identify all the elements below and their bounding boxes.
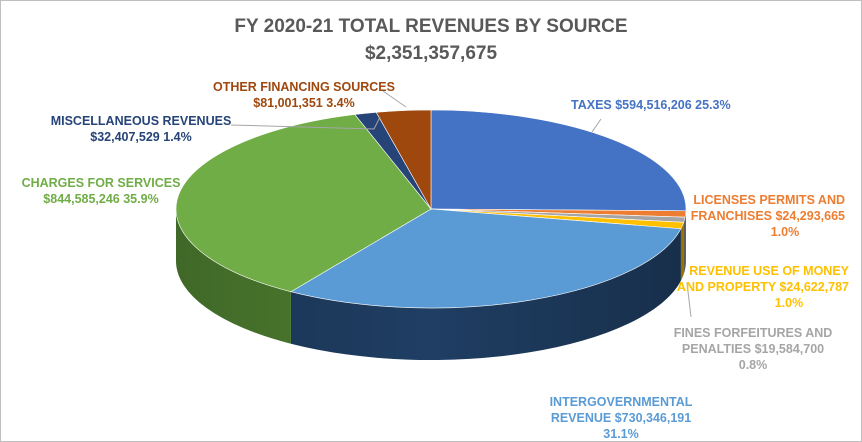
data-label-miscellaneous-revenues: MISCELLANEOUS REVENUES $32,407,529 1.4% (51, 114, 232, 144)
data-label-line: LICENSES PERMITS AND (693, 193, 845, 207)
chart-subtitle: $2,351,357,675 (365, 43, 498, 64)
leader-line-taxes (591, 118, 602, 133)
data-label-revenue-use-of-money: REVENUE USE OF MONEY AND PROPERTY $24,622… (677, 264, 850, 310)
data-label-line: INTERGOVERNMENTAL (550, 395, 693, 409)
pie-sides (176, 209, 686, 360)
chart-title: FY 2020-21 TOTAL REVENUES BY SOURCE (234, 16, 627, 37)
data-label-intergovernmental: INTERGOVERNMENTAL REVENUE $730,346,191 31.… (550, 395, 693, 441)
data-label-fines-forfeitures-and: FINES FORFEITURES AND PENALTIES $19,584,7… (674, 326, 833, 372)
leader-line-other-financing-sources (382, 90, 407, 108)
pie-slice-charges-for-services (175, 114, 432, 293)
data-label-licenses-permits-and: LICENSES PERMITS AND FRANCHISES $24,293,6… (691, 193, 845, 239)
data-label-line: 1.0% (775, 296, 804, 310)
pie-side-shading (176, 209, 686, 360)
data-label-line: MISCELLANEOUS REVENUES (51, 114, 232, 128)
data-label-line: REVENUE $730,346,191 (551, 411, 691, 425)
data-label-line: 0.8% (739, 358, 768, 372)
pie-slice-intergovernmental (290, 208, 682, 309)
data-label-line: CHARGES FOR SERVICES (22, 176, 181, 190)
data-label-line: $81,001,351 3.4% (253, 96, 354, 110)
leader-line-miscellaneous-revenues (230, 116, 381, 130)
data-label-line: FRANCHISES $24,293,665 (691, 209, 845, 223)
pie-slice-taxes (430, 109, 687, 212)
pie-slice-other-financing-sources (375, 109, 432, 211)
leader-line-fines-forfeitures-and (686, 282, 692, 318)
data-label-line: 31.1% (603, 427, 638, 441)
data-label-line: PENALTIES $19,584,700 (682, 342, 824, 356)
data-label-line: FINES FORFEITURES AND (674, 326, 833, 340)
data-label-line: OTHER FINANCING SOURCES (213, 80, 395, 94)
data-label-taxes: TAXES $594,516,206 25.3% (571, 98, 731, 112)
leader-lines (230, 90, 692, 318)
data-label-line: TAXES $594,516,206 25.3% (571, 98, 731, 112)
data-label-charges-for-services: CHARGES FOR SERVICES $844,585,246 35.9% (22, 176, 181, 206)
data-labels: TAXES $594,516,206 25.3% LICENSES PERMITS… (22, 80, 850, 441)
data-label-line: REVENUE USE OF MONEY (689, 264, 849, 278)
data-label-line: AND PROPERTY $24,622,787 (677, 280, 849, 294)
pie-tops (175, 109, 687, 309)
data-label-line: $32,407,529 1.4% (90, 130, 191, 144)
data-label-line: 1.0% (771, 225, 800, 239)
data-label-line: $844,585,246 35.9% (43, 192, 158, 206)
data-label-other-financing-sources: OTHER FINANCING SOURCES $81,001,351 3.4% (213, 80, 395, 110)
